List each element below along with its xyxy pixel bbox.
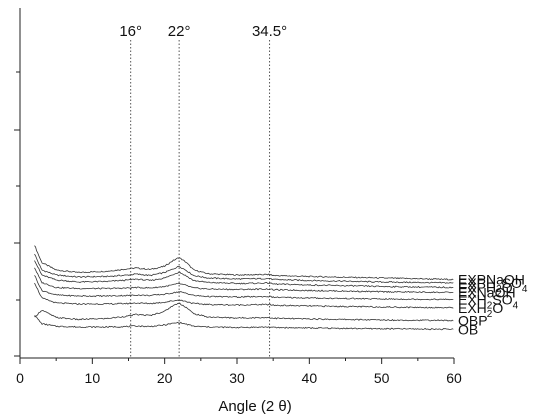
series-label-part: SO — [492, 292, 512, 308]
series-label-EXNaOH: EXNaOH — [458, 285, 516, 301]
series-label-OBP: OBP — [458, 313, 488, 329]
series-line-EXH2O — [34, 282, 454, 309]
series-label-part: 2 — [496, 289, 502, 300]
series-label-part: 2 — [496, 284, 502, 295]
peak-label: 16° — [119, 23, 142, 40]
series-label-part: EXNaOH — [458, 285, 516, 301]
series-label-part: 2 — [487, 301, 493, 312]
series-label-part: EXH — [458, 300, 487, 316]
peak-labels: 16° 22° 34.5° — [119, 23, 287, 40]
series-label-EXH2O: EXH2O — [458, 300, 503, 320]
series-label-part: SO — [502, 275, 522, 291]
peak-label: 22° — [168, 23, 191, 40]
x-tick-label: 10 — [85, 370, 101, 386]
series-label-part: 4 — [513, 301, 519, 312]
peak-label: 34.5° — [252, 23, 287, 40]
series-label-EXPH2SO4: EXPH2SO4 — [458, 275, 528, 295]
series-label-part: EXPH — [458, 280, 496, 296]
series-label-part: O — [502, 280, 513, 296]
series-line-EXPH2SO4 — [34, 253, 454, 284]
x-tick-label: 60 — [446, 370, 462, 386]
series-label-EXH2SO4: EXH2SO4 — [458, 292, 519, 312]
series-label-part: OB — [458, 321, 478, 337]
series-labels: EXPNaOHEXPH2SO4EXPH2OEXNaOHEXH2SO4EXH2OO… — [458, 272, 528, 338]
series-label-part: OBP — [458, 313, 488, 329]
series-label-part: EXH — [458, 292, 487, 308]
series-line-EXPH2O — [34, 260, 454, 289]
series-label-part: EXPNaOH — [458, 272, 525, 288]
x-tick-label: 0 — [16, 370, 24, 386]
series-label-part: 2 — [487, 309, 493, 320]
x-tick-label: 50 — [374, 370, 390, 386]
series-label-part: EXPH — [458, 275, 496, 291]
x-tick-label: 30 — [229, 370, 245, 386]
series-line-OBP — [34, 302, 454, 322]
series-label-part: 4 — [522, 284, 528, 295]
series-label-EXPNaOH: EXPNaOH — [458, 272, 525, 288]
series-line-EXH2SO4 — [34, 275, 454, 301]
peak-marker-lines — [130, 40, 271, 358]
x-axis-title: Angle (2 θ) — [218, 398, 291, 415]
series-label-OB: OB — [458, 321, 478, 337]
series-line-OB — [34, 315, 454, 331]
series-line-EXPNaOH — [34, 245, 454, 281]
x-tick-label: 20 — [157, 370, 173, 386]
series-lines — [34, 245, 454, 331]
series-label-part: O — [492, 300, 503, 316]
x-ticks: 0 10 20 30 40 50 60 — [16, 358, 462, 386]
series-line-EXNaOH — [34, 267, 454, 294]
x-tick-label: 40 — [302, 370, 318, 386]
series-label-EXPH2O: EXPH2O — [458, 280, 513, 300]
